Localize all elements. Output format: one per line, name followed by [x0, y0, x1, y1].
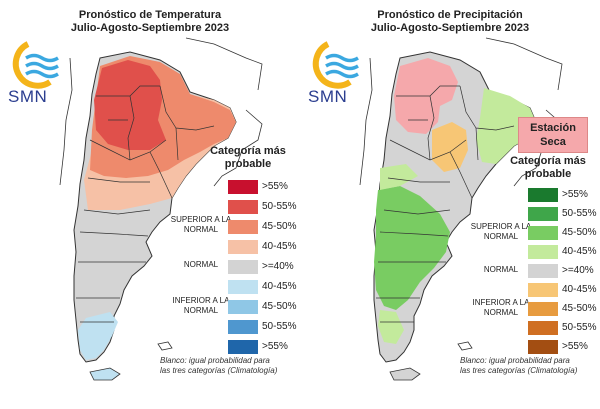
legend-label: 50-55% — [562, 208, 597, 219]
page-title: Pronóstico de Precipitación — [377, 9, 523, 21]
note-line: las tres categorías (Climatología) — [160, 366, 278, 375]
precip-zone-40-45-green-sw — [380, 164, 418, 190]
legend-label: >55% — [262, 341, 288, 352]
legend-label: >55% — [562, 341, 588, 352]
legend-label: >55% — [262, 181, 288, 192]
tierra-del-fuego — [389, 367, 421, 381]
legend-swatch — [528, 302, 558, 316]
precipitation-forecast-panel: Pronóstico de Precipitación Julio-Agosto… — [300, 0, 600, 409]
note-line: Blanco: igual probabilidad para — [160, 356, 270, 365]
legend-swatch — [228, 300, 258, 314]
legend-swatch — [528, 283, 558, 297]
legend-label: >=40% — [262, 261, 294, 272]
legend-swatch — [528, 321, 558, 335]
legend-label: 40-45% — [262, 241, 297, 252]
legend-group-lower: INFERIOR A LA NORMAL — [472, 298, 530, 317]
temp-zone-lower-40-45 — [78, 312, 118, 360]
legend-swatch — [228, 320, 258, 334]
legend-group-upper: SUPERIOR A LA NORMAL — [470, 222, 532, 241]
legend-label: 50-55% — [262, 201, 297, 212]
legend-swatch — [528, 226, 558, 240]
temperature-forecast-panel: Pronóstico de Temperatura Julio-Agosto-S… — [8, 9, 297, 381]
malvinas — [157, 341, 173, 351]
note-line: las tres categorías (Climatología) — [460, 366, 578, 375]
legend-swatch — [228, 340, 258, 354]
legend-swatch — [228, 200, 258, 214]
legend-group-normal: NORMAL — [183, 260, 219, 269]
legend-swatch — [528, 340, 558, 354]
legend-title: Categoría más probable — [210, 145, 286, 170]
note: Blanco: igual probabilidad para las tres… — [160, 356, 277, 376]
legend-swatch — [228, 180, 258, 194]
legend-label: 40-45% — [262, 281, 297, 292]
legend-label: 45-50% — [262, 221, 297, 232]
legend-swatch — [528, 207, 558, 221]
logo-text: SMN — [8, 87, 48, 106]
legend-label: 40-45% — [562, 246, 597, 257]
malvinas — [457, 341, 473, 351]
temperature-map — [59, 37, 263, 381]
legend-swatch — [228, 220, 258, 234]
precip-zone-45-50-green — [374, 186, 450, 310]
smn-logo-icon — [312, 41, 359, 89]
legend-group-upper: SUPERIOR A LA NORMAL — [170, 215, 232, 234]
legend-label: 50-55% — [562, 322, 597, 333]
page-subtitle: Julio-Agosto-Septiembre 2023 — [370, 22, 530, 34]
dry-season-badge: Estación Seca — [518, 117, 588, 153]
legend-group-normal: NORMAL — [483, 265, 519, 274]
precip-zone-40-45-orange — [432, 122, 468, 172]
legend-swatch — [228, 280, 258, 294]
legend-label: 45-50% — [562, 303, 597, 314]
legend-swatch — [528, 264, 558, 278]
page-subtitle: Julio-Agosto-Septiembre 2023 — [70, 22, 230, 34]
legend-swatch — [528, 188, 558, 202]
legend-label: 50-55% — [262, 321, 297, 332]
page-title: Pronóstico de Temperatura — [78, 9, 222, 21]
precip-zone-40-45-green-s — [378, 310, 404, 344]
legend-label: >55% — [562, 189, 588, 200]
note: Blanco: igual probabilidad para las tres… — [460, 356, 577, 376]
precipitation-map — [359, 37, 563, 381]
legend-label: >=40% — [562, 265, 594, 276]
precip-zone-40-45-green — [476, 88, 536, 164]
legend-group-lower: INFERIOR A LA NORMAL — [172, 296, 230, 315]
legend-swatch — [228, 260, 258, 274]
logo-text: SMN — [308, 87, 348, 106]
legend-swatch — [228, 240, 258, 254]
temp-zone-50-55 — [94, 60, 166, 150]
legend-label: 45-50% — [562, 227, 597, 238]
smn-logo-icon — [12, 41, 59, 89]
legend-label: 45-50% — [262, 301, 297, 312]
tierra-del-fuego — [89, 367, 121, 381]
legend-swatch — [528, 245, 558, 259]
note-line: Blanco: igual probabilidad para — [460, 356, 570, 365]
legend-label: 40-45% — [562, 284, 597, 295]
legend-title: Categoría más probable — [510, 155, 586, 180]
